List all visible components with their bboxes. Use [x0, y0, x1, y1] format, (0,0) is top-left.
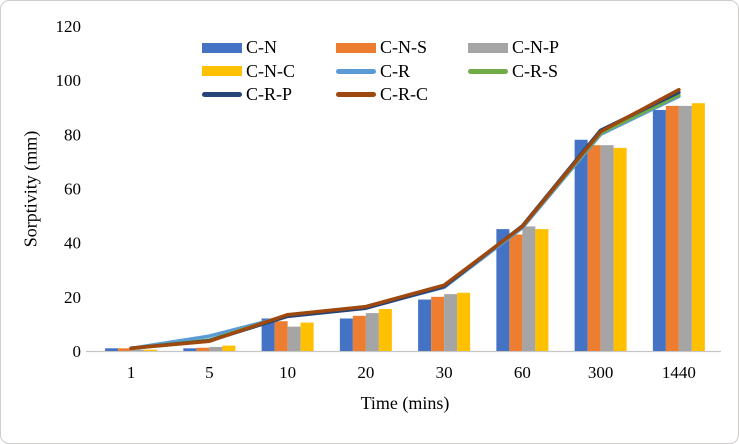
x-tick-label: 300 [588, 363, 614, 382]
y-axis-title: Sorptivity (mm) [20, 130, 41, 248]
legend-label: C-N [246, 37, 277, 58]
bar-C-N-10 [261, 318, 275, 351]
bar-C-N-S-5 [196, 347, 210, 351]
bar-C-N-1440 [652, 109, 666, 351]
bar-C-N-P-300 [600, 145, 614, 351]
y-tick-label: 60 [64, 180, 81, 199]
bar-C-N-60 [496, 229, 510, 351]
y-tick-label: 20 [64, 288, 81, 307]
x-axis-title: Time (mins) [360, 393, 450, 413]
legend-label: C-N-P [512, 37, 560, 58]
legend-swatch-C-R-line-icon [336, 68, 376, 74]
y-tick-label: 0 [73, 342, 82, 361]
legend-item-C-R-C: C-R-C [336, 84, 468, 105]
legend-item-C-R-P: C-R-P [202, 84, 336, 105]
bar-C-N-S-10 [274, 321, 288, 351]
bar-C-N-20 [339, 318, 353, 351]
legend-item-C-N-C: C-N-C [202, 61, 336, 82]
legend-swatch-C-N-C-bar-icon [202, 66, 242, 77]
legend-swatch-C-R-S-line-icon [468, 68, 508, 74]
bar-C-N-C-30 [457, 292, 471, 351]
x-tick-label: 60 [514, 363, 531, 382]
bar-C-N-30 [418, 299, 432, 351]
bar-C-N-S-30 [431, 296, 445, 351]
legend-label: C-N-S [380, 37, 428, 58]
x-tick-label: 30 [436, 363, 453, 382]
y-tick-label: 100 [56, 71, 82, 90]
bar-C-N-300 [574, 139, 588, 351]
bar-C-N-P-1 [131, 349, 145, 351]
bar-C-N-C-1 [144, 349, 158, 351]
legend-swatch-C-R-P-line-icon [202, 92, 242, 98]
legend-swatch-C-N-S-bar-icon [336, 42, 376, 53]
legend-item-C-R-S: C-R-S [468, 61, 559, 82]
legend-label: C-R-P [246, 84, 293, 105]
bar-C-N-C-60 [535, 229, 549, 351]
y-tick-label: 80 [64, 125, 81, 144]
bar-C-N-P-20 [365, 313, 379, 351]
legend-swatch-C-N-P-bar-icon [468, 42, 508, 53]
y-tick-label: 40 [64, 234, 81, 253]
chart-legend: C-N C-N-S C-N-P C-N-C C-R C-R-S C-R-P C-R-C [202, 36, 559, 107]
legend-label: C-R-C [380, 84, 429, 105]
x-tick-label: 20 [357, 363, 374, 382]
bar-C-N-P-10 [287, 326, 301, 351]
x-tick-label: 5 [205, 363, 214, 382]
bar-C-N-C-20 [378, 309, 392, 351]
bar-C-N-C-5 [222, 345, 236, 351]
bar-C-N-S-60 [509, 234, 523, 351]
x-tick-label: 10 [279, 363, 296, 382]
legend-item-C-N-S: C-N-S [336, 37, 468, 58]
legend-item-C-R: C-R [336, 61, 468, 82]
legend-label: C-R [380, 60, 411, 81]
bar-C-N-S-1 [118, 348, 132, 351]
legend-label: C-N-C [246, 60, 295, 81]
bar-C-N-P-1440 [678, 105, 692, 351]
y-tick-label: 120 [56, 17, 82, 36]
legend-swatch-C-N-bar-icon [202, 42, 242, 53]
legend-label: C-R-S [512, 60, 559, 81]
legend-swatch-C-R-C-line-icon [336, 92, 376, 98]
bar-C-N-P-30 [444, 294, 458, 351]
bar-C-N-P-5 [209, 346, 223, 351]
line-C-R-C [129, 87, 681, 351]
x-tick-label: 1 [127, 363, 136, 382]
bar-C-N-5 [183, 348, 197, 351]
legend-item-C-N: C-N [202, 37, 336, 58]
bar-C-N-S-1440 [665, 105, 679, 351]
legend-item-C-N-P: C-N-P [468, 37, 559, 58]
bar-C-N-S-300 [587, 145, 601, 351]
bar-C-N-P-60 [522, 226, 536, 351]
bar-C-N-C-300 [613, 147, 627, 351]
bar-C-N-1 [105, 348, 119, 351]
bar-C-N-C-1440 [691, 103, 705, 351]
bar-C-N-C-10 [300, 322, 314, 351]
x-tick-label: 1440 [662, 363, 696, 382]
bar-C-N-S-20 [352, 315, 366, 351]
